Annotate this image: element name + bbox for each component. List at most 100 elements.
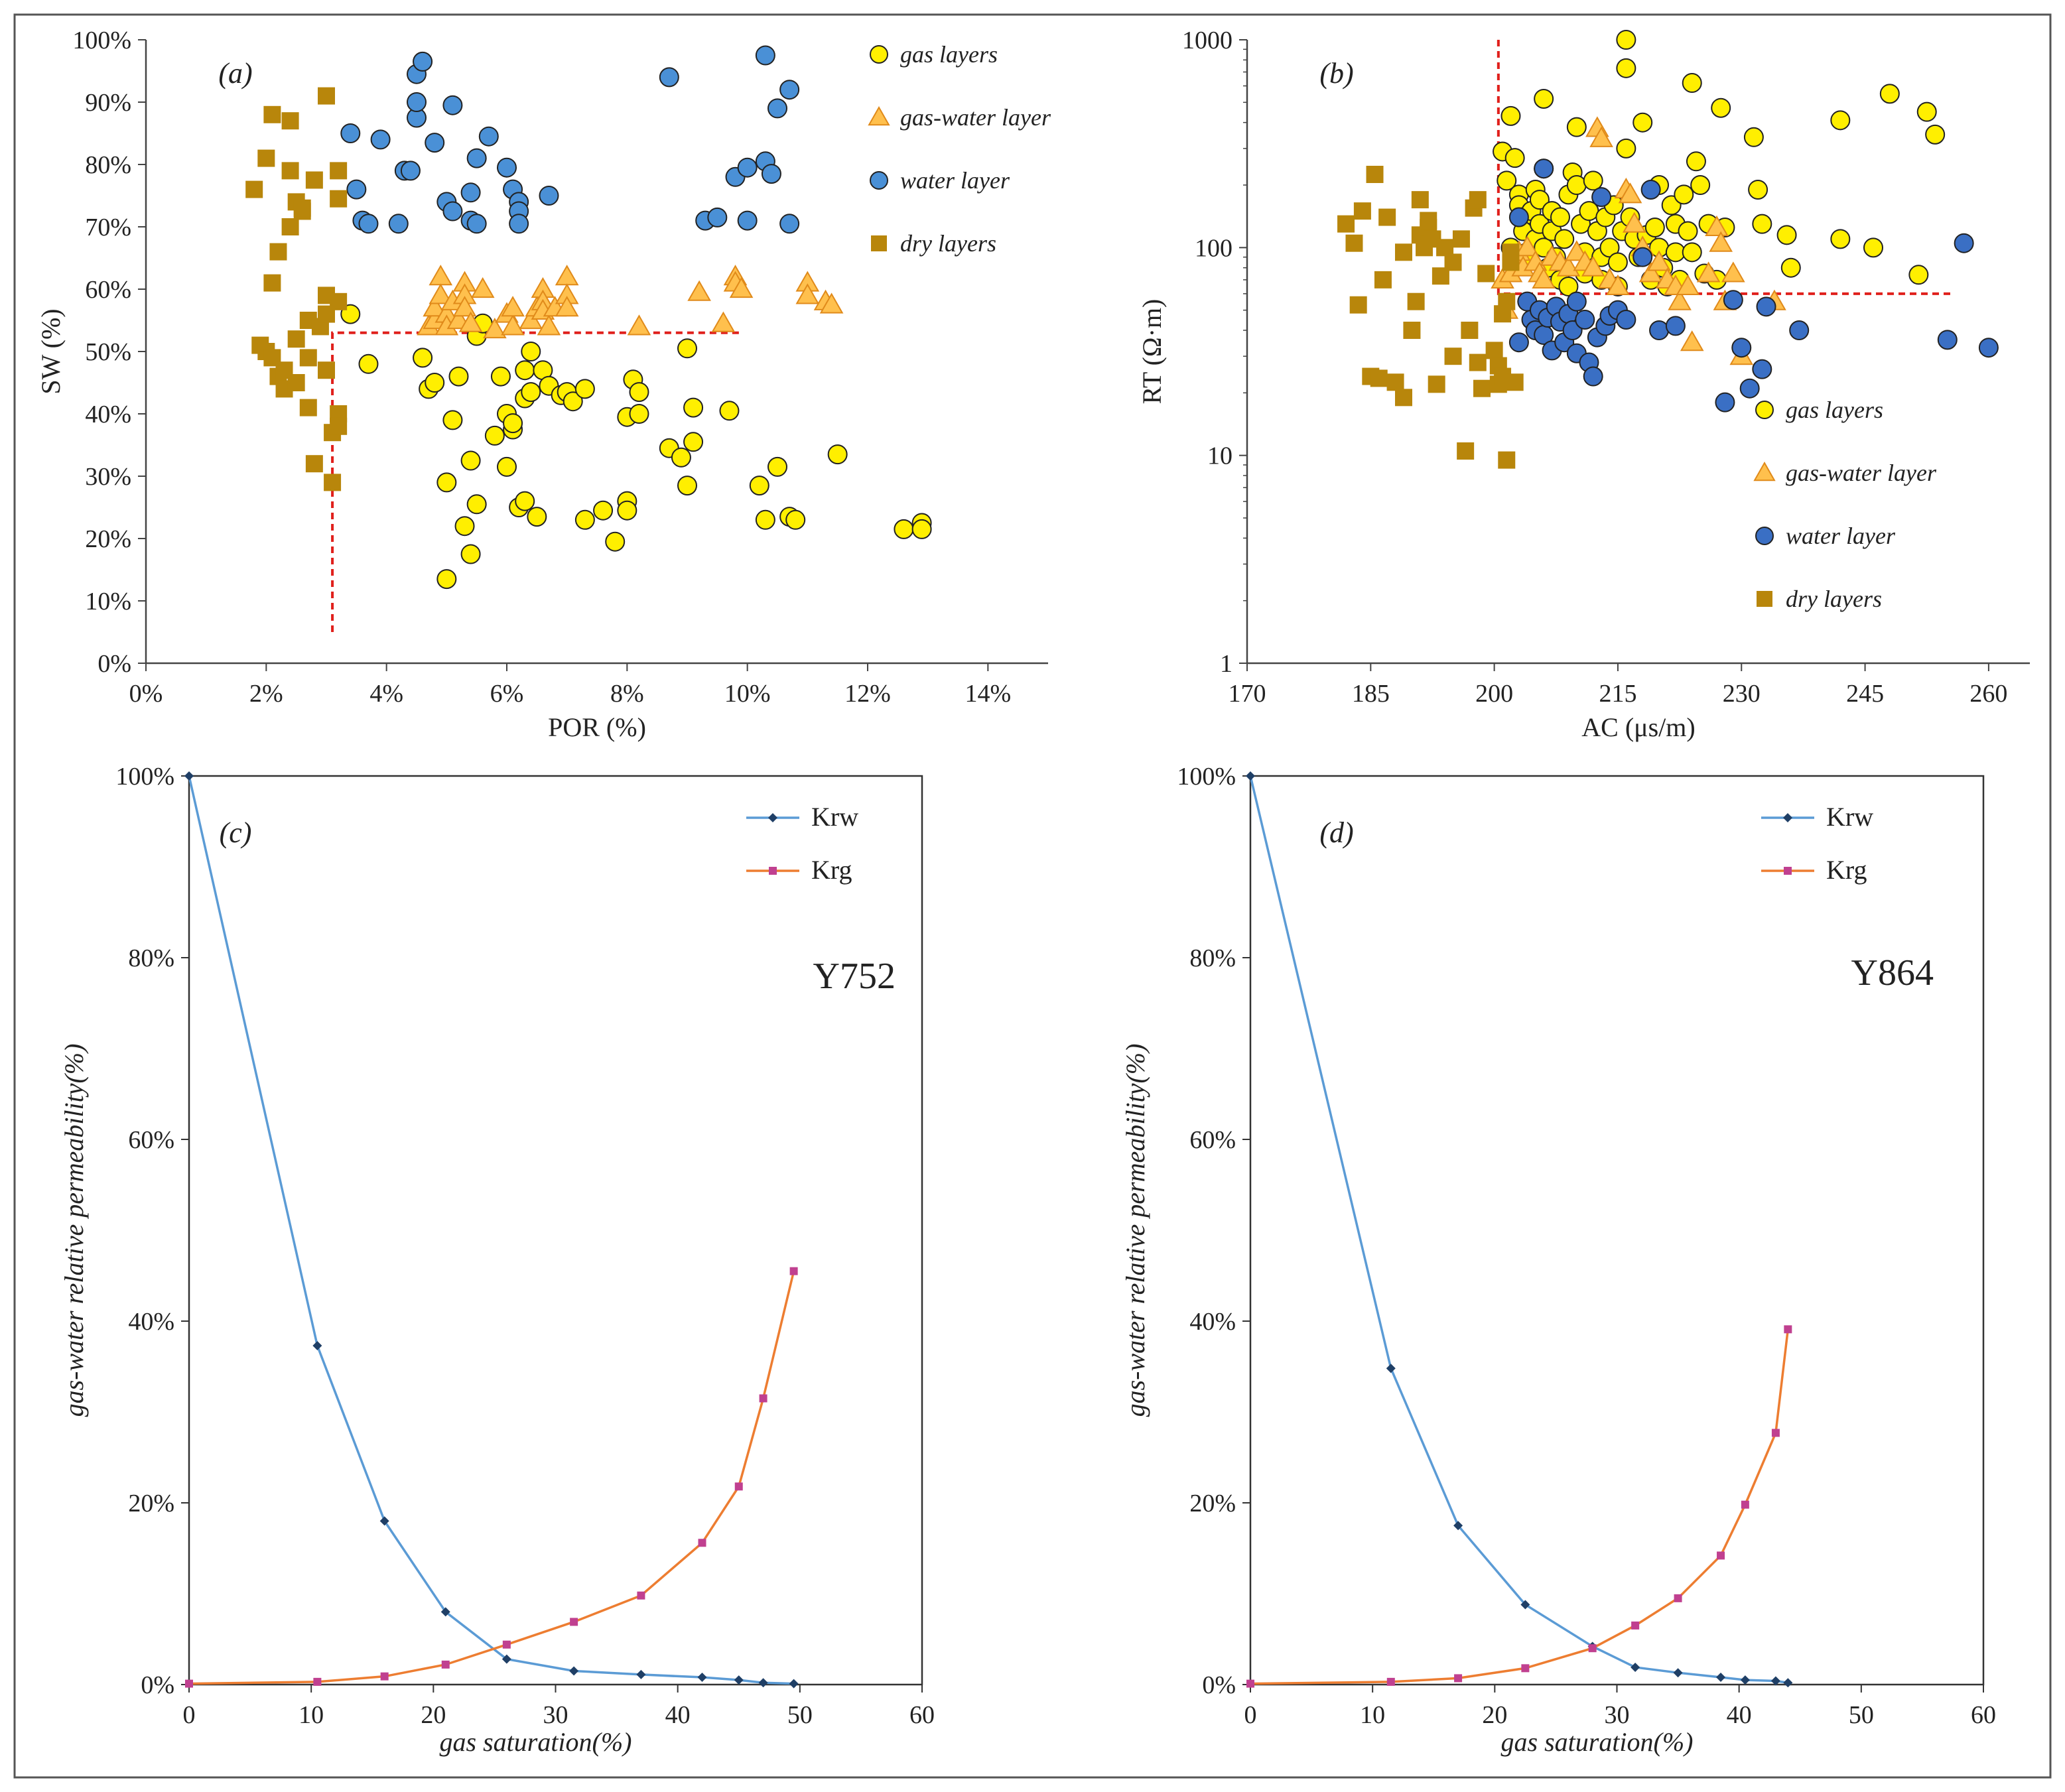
panel-b-x-tick-label: 200 — [1475, 680, 1513, 708]
panel-a-point-water-layer — [466, 148, 487, 168]
panel-a-point-water-layer — [539, 186, 559, 206]
panel-b-point-water-layer — [1978, 338, 1999, 358]
panel-c-point-krg — [313, 1677, 322, 1686]
panel-b-y-tick-label: 100 — [1195, 234, 1232, 262]
panel-d-legend-marker-krw — [1783, 813, 1792, 822]
panel-c-x-axis-title: gas saturation(%) — [440, 1727, 632, 1757]
panel-a-legend-marker-gas-layers — [870, 45, 888, 64]
panel-a-x-tick-label: 2% — [249, 680, 283, 708]
panel-a-legend-marker-dry-layers — [871, 235, 887, 251]
panel-a-point-gas-water-layer — [795, 283, 820, 304]
panel-a-point-water-layer — [767, 98, 787, 119]
panel-a-point-water-layer — [707, 207, 728, 227]
panel-a-point-gas-layers — [425, 373, 445, 393]
panel-b-point-gas-layers — [1908, 265, 1929, 285]
panel-c-x-tick-label: 30 — [543, 1701, 568, 1729]
panel-b-point-dry-layers — [1444, 348, 1462, 365]
panel-a-point-dry-layers — [305, 455, 323, 473]
panel-b-label: (b) — [1319, 57, 1353, 90]
panel-c-point-krw — [184, 771, 194, 781]
panel-d-plot-area — [1249, 775, 1985, 1686]
panel-d-x-axis-title: gas saturation(%) — [1501, 1727, 1694, 1757]
panel-a-point-water-layer — [358, 214, 379, 234]
panel-b-scatter-ac-rt: 170 185 200 215 230 245 260 1 10 100 1000 AC (μs/m)… — [1137, 27, 2030, 742]
panel-b-point-water-layer — [1756, 296, 1776, 317]
panel-a-label: (a) — [218, 57, 252, 90]
panel-a-point-water-layer — [509, 214, 529, 234]
panel-a-point-dry-layers — [281, 112, 299, 130]
panel-c-point-krg — [698, 1539, 706, 1547]
panel-b-point-dry-layers — [1420, 212, 1437, 229]
panel-b-x-tick-label: 215 — [1599, 680, 1636, 708]
panel-a-point-dry-layers — [330, 417, 348, 435]
panel-b-point-dry-layers — [1457, 442, 1475, 460]
panel-b-legend-marker-dry-layers — [1757, 591, 1772, 607]
panel-a-point-water-layer — [761, 164, 781, 184]
panel-b-point-gas-layers — [1534, 88, 1554, 109]
panel-a-point-gas-water-layer — [483, 317, 507, 339]
panel-d-relperm-y864: 0 10 20 30 40 50 60 0% 20% 40% 60% 80% 100% gas satur… — [1120, 763, 1996, 1757]
panel-a-point-gas-water-layer — [687, 280, 711, 301]
panel-c-legend-text-krg: Krg — [811, 855, 852, 885]
panel-a-point-dry-layers — [287, 374, 305, 391]
panel-b-point-gas-layers — [1682, 242, 1702, 263]
panel-a-point-gas-water-layer — [729, 277, 754, 298]
panel-a-point-gas-water-layer — [429, 265, 453, 286]
panel-d-point-krg — [1674, 1594, 1682, 1602]
panel-b-point-water-layer — [1665, 316, 1686, 336]
panel-a-point-dry-layers — [330, 162, 348, 180]
panel-b-point-gas-layers — [1607, 252, 1628, 273]
panel-a-point-water-layer — [442, 95, 463, 115]
panel-a-point-water-layer — [755, 45, 775, 66]
panel-a-legend-marker-water-layer — [870, 171, 888, 190]
panel-b-point-dry-layers — [1444, 253, 1462, 271]
panel-b-legend-marker-water-layer — [1755, 527, 1774, 545]
panel-a-point-water-layer — [346, 179, 367, 200]
panel-a-point-gas-water-layer — [423, 296, 447, 317]
panel-d-point-krg — [1386, 1677, 1395, 1686]
panel-a-point-dry-layers — [257, 149, 275, 167]
panel-b-point-gas-water-layer — [1515, 235, 1540, 257]
panel-a-point-water-layer — [413, 51, 433, 72]
panel-a-point-gas-layers — [605, 531, 626, 552]
panel-a-point-water-layer — [370, 129, 391, 150]
panel-a-point-gas-water-layer — [711, 311, 736, 332]
panel-b-legend-text-gas-water-layer: gas-water layer — [1786, 460, 1937, 486]
panel-d-point-krg — [1246, 1679, 1254, 1688]
panel-c-x-tick-label: 10 — [299, 1701, 324, 1729]
panel-c-point-krw — [440, 1607, 450, 1617]
panel-b-point-gas-layers — [1752, 214, 1772, 234]
panel-d-legend-text-krg: Krg — [1826, 855, 1867, 885]
panel-a-point-gas-layers — [484, 425, 505, 446]
panel-b-point-gas-layers — [1925, 124, 1946, 145]
panel-d-x-tick-label: 0 — [1244, 1701, 1257, 1729]
panel-b-point-water-layer — [1534, 159, 1554, 179]
panel-a-point-gas-layers — [503, 413, 523, 434]
panel-b-point-gas-water-layer — [1709, 231, 1733, 252]
panel-b-point-dry-layers — [1403, 322, 1421, 340]
panel-d-point-krw — [1520, 1600, 1530, 1610]
panel-a-y-tick-label: 20% — [85, 525, 131, 553]
panel-b-point-gas-layers — [1830, 110, 1851, 131]
panel-d-point-krw — [1386, 1364, 1396, 1374]
panel-a-legend-marker-gas-water-layer — [868, 106, 890, 126]
panel-b-point-gas-layers — [1743, 127, 1764, 147]
panel-b-point-gas-layers — [1500, 105, 1521, 126]
panel-b-point-gas-layers — [1879, 84, 1900, 104]
panel-b-point-dry-layers — [1386, 373, 1404, 391]
panel-c-legend-marker-krw — [768, 813, 777, 822]
panel-d-y-tick-label: 80% — [1189, 944, 1236, 972]
panel-b-point-gas-water-layer — [1705, 215, 1729, 237]
panel-d-point-krg — [1631, 1621, 1640, 1630]
panel-c-legend-marker-krg — [769, 867, 777, 875]
panel-b-point-dry-layers — [1502, 243, 1520, 261]
panel-c-y-tick-label: 80% — [128, 944, 174, 972]
panel-a-x-tick-label: 10% — [724, 680, 771, 708]
panel-a-cutoff-line — [331, 331, 742, 632]
panel-d-point-krw — [1740, 1675, 1750, 1685]
panel-d-label: (d) — [1319, 816, 1353, 849]
panel-a-point-gas-layers — [671, 447, 691, 468]
panel-c-x-tick-label: 40 — [665, 1701, 691, 1729]
panel-a-x-tick-label: 0% — [129, 680, 163, 708]
panel-d-point-krg — [1771, 1429, 1780, 1437]
